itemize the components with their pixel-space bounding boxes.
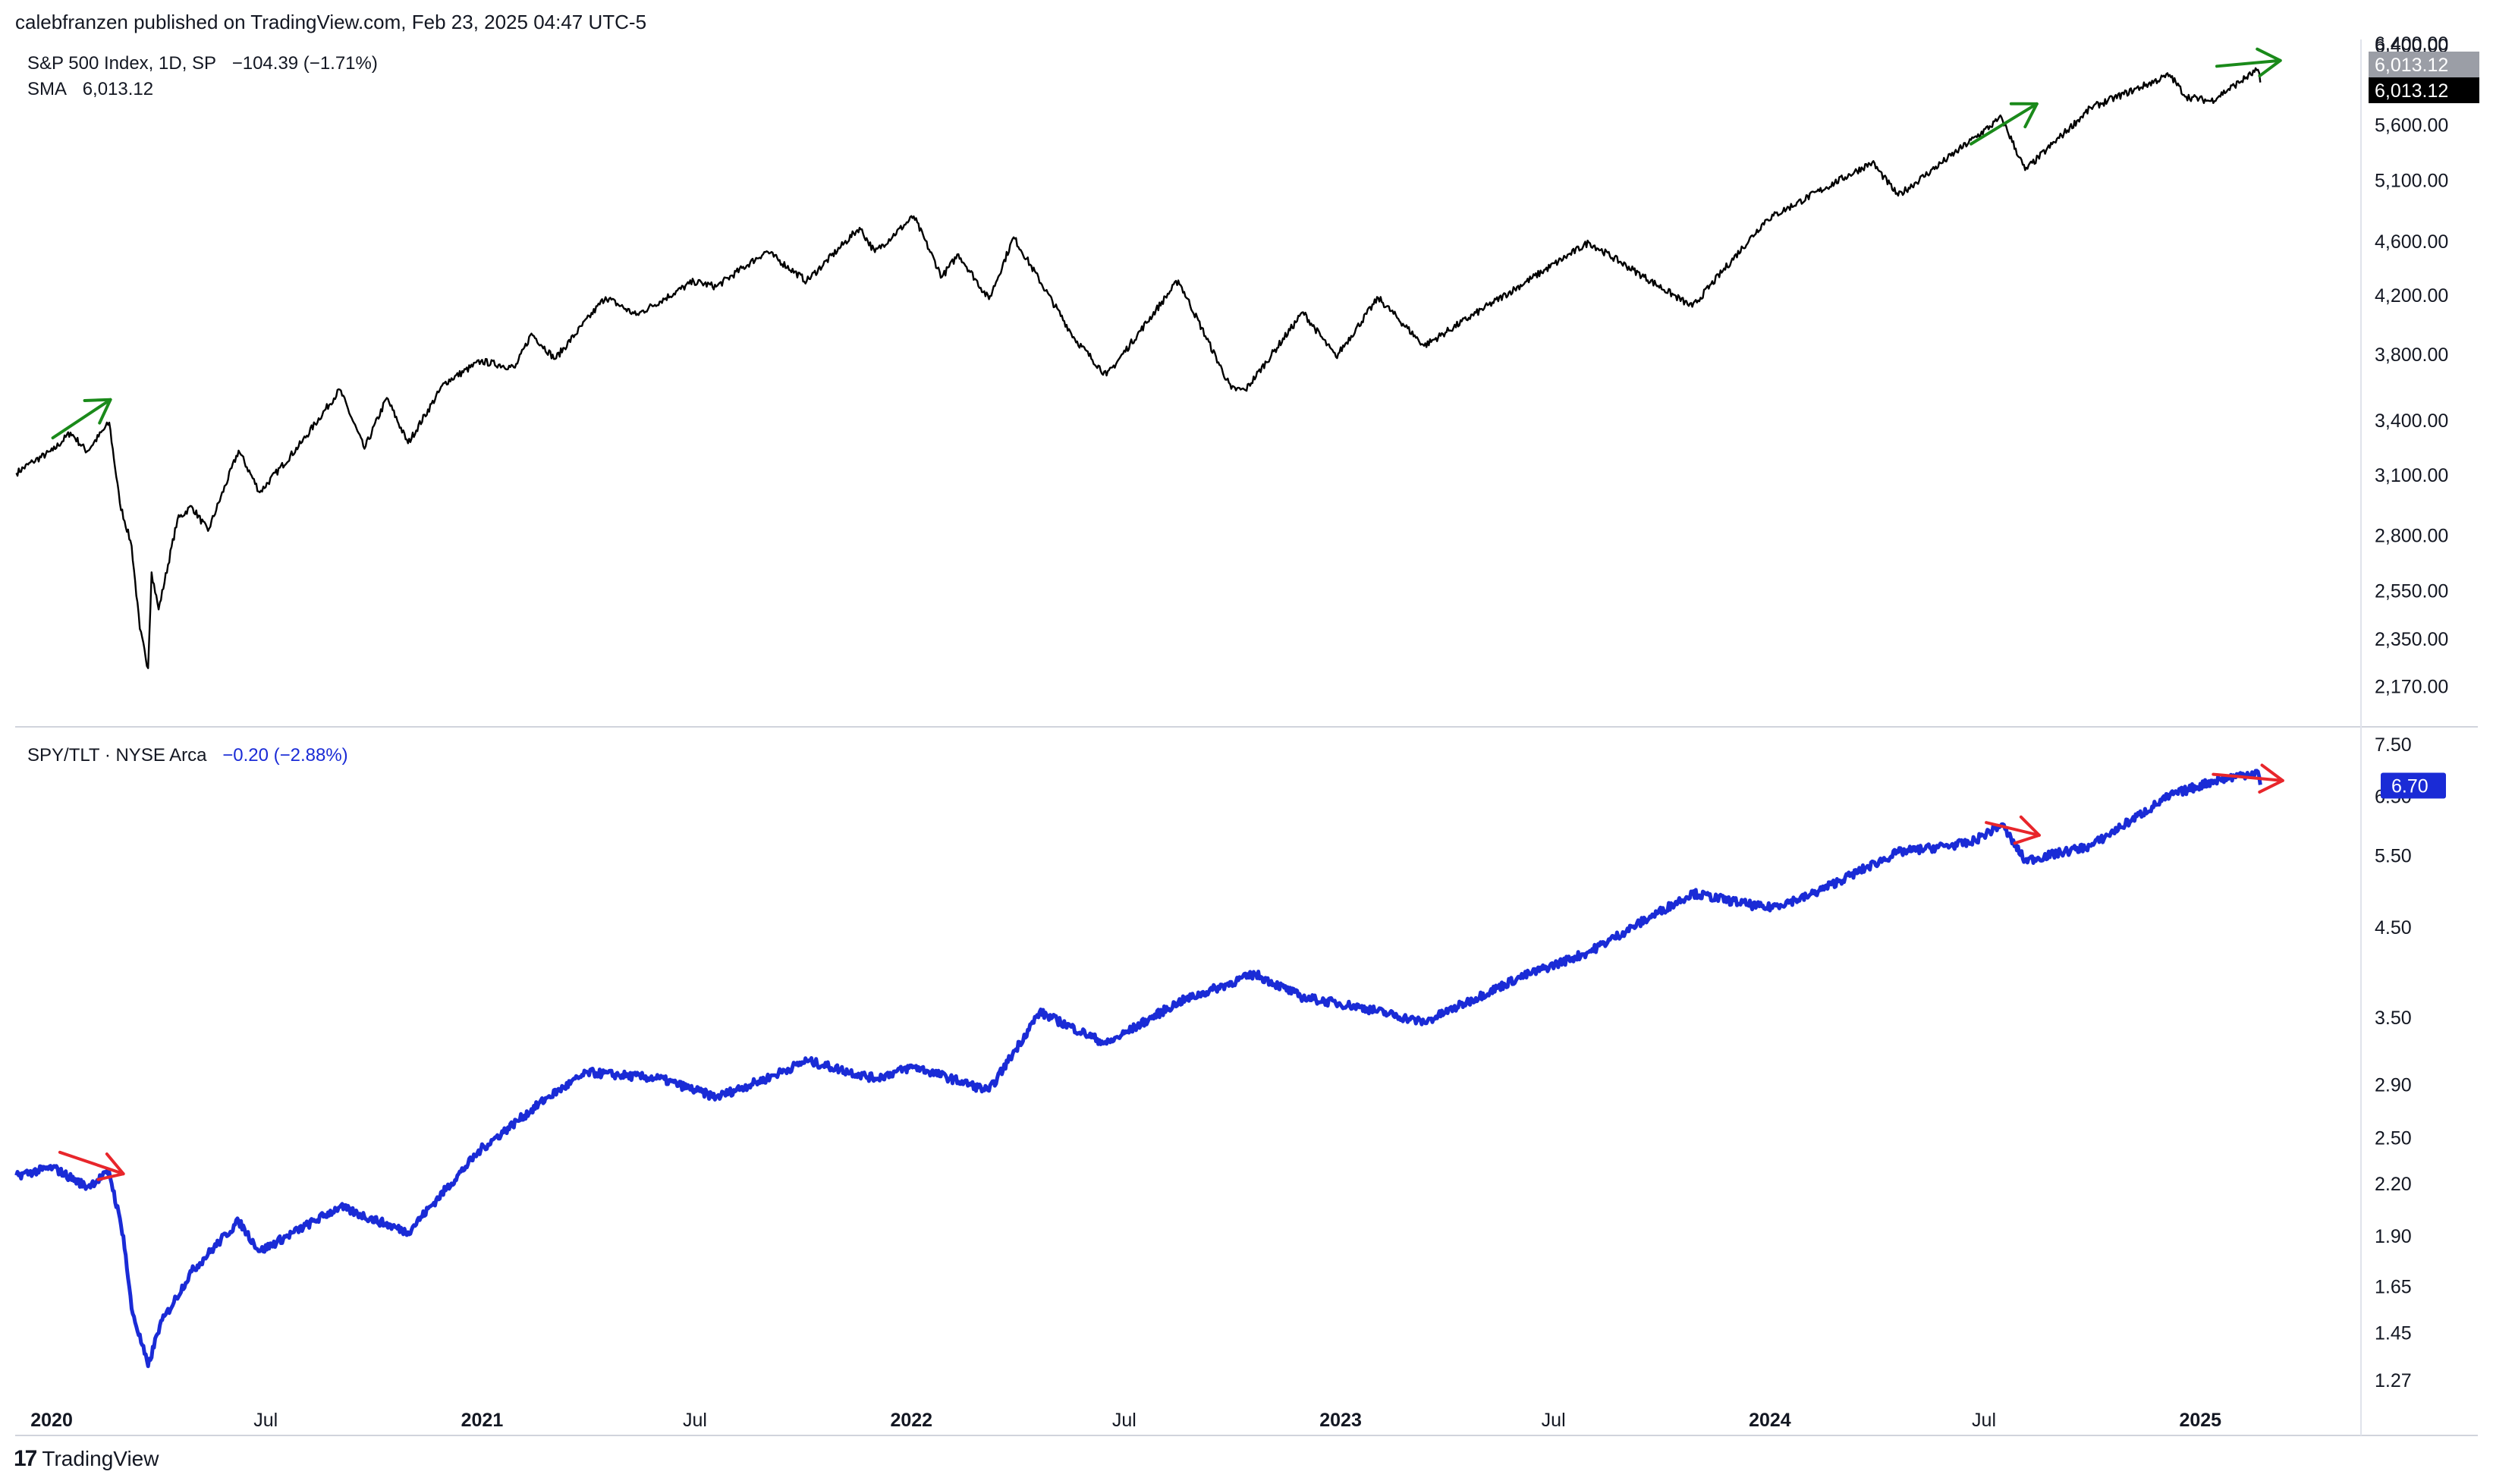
arrow-shaft [1969, 102, 2039, 146]
x-tick-label: 2024 [1749, 1410, 1791, 1431]
arrow-shaft [51, 398, 112, 440]
y-tick-label: 4,600.00 [2375, 231, 2448, 253]
y-tick-label: 4,200.00 [2375, 285, 2448, 307]
x-tick-label: Jul [683, 1410, 707, 1431]
arrow-shaft [2212, 772, 2284, 782]
y-tick-label: 4.50 [2375, 917, 2412, 939]
ratio-price-tag-text: 6.70 [2391, 775, 2429, 797]
x-tick-label: 2020 [30, 1410, 73, 1431]
y-tick-label: 2,170.00 [2375, 676, 2448, 697]
y-tick-label: 1.90 [2375, 1226, 2412, 1247]
grid-layer [15, 39, 2478, 1436]
spx-change-label: −104.39 (−1.71%) [231, 53, 378, 74]
annotation-arrows [51, 47, 2284, 1181]
sma-price-tag-text: 6,013.12 [2375, 55, 2448, 76]
tradingview-logo-icon: 17 [14, 1446, 37, 1471]
y-tick-label: 2,550.00 [2375, 580, 2448, 602]
arrow-shaft [1985, 821, 2041, 837]
x-tick-label: Jul [1972, 1410, 1996, 1431]
y-tick-label-partial: 6,400.00 [2375, 33, 2448, 55]
y-tick-label: 1.27 [2375, 1370, 2412, 1391]
x-tick-label: Jul [253, 1410, 278, 1431]
arrow-head [2258, 763, 2284, 794]
green-arrow-annotation [51, 398, 112, 440]
spx-symbol-label: S&P 500 Index, 1D, SP [27, 53, 217, 74]
last-price-tag [2369, 77, 2479, 103]
green-arrow-annotation [2215, 47, 2282, 78]
time-axis: 2020 Jul 2021 Jul 2022 Jul 2023 Jul 2024 Jul 2025 [30, 1410, 2221, 1431]
y-tick-label: 2,800.00 [2375, 525, 2448, 546]
x-tick-label: 2023 [1319, 1410, 1362, 1431]
ratio-legend-line[interactable]: SPY/TLT · NYSE Arca −0.20 (−2.88%) [27, 745, 359, 766]
sma-price-tag [2369, 52, 2479, 77]
spy-tlt-ratio-line [14, 769, 2262, 1369]
y-tick-label: 2.90 [2375, 1075, 2412, 1096]
red-arrow-annotation [1985, 815, 2041, 845]
y-tick-label: 1.65 [2375, 1277, 2412, 1298]
publish-header: calebfranzen published on TradingView.co… [15, 11, 647, 33]
y-tick-label: 7.50 [2375, 734, 2412, 756]
arrow-head [83, 398, 112, 425]
x-tick-label: Jul [1542, 1410, 1566, 1431]
arrow-head [2009, 102, 2039, 129]
x-tick-label: 2025 [2179, 1410, 2221, 1431]
sma-label: SMA [27, 79, 68, 99]
x-tick-label: 2021 [461, 1410, 504, 1431]
y-tick-label: 3,800.00 [2375, 344, 2448, 366]
y-tick-label: 3.50 [2375, 1008, 2412, 1029]
y-tick-label: 3,100.00 [2375, 465, 2448, 486]
tradingview-brand: TradingView [42, 1447, 159, 1470]
sma-value: 6,013.12 [82, 79, 154, 99]
y-tick-label: 5,100.00 [2375, 170, 2448, 191]
x-tick-label: Jul [1112, 1410, 1136, 1431]
spx-price-line [15, 67, 2262, 669]
last-price-tag-text: 6,013.12 [2375, 80, 2448, 102]
spx-legend-line1[interactable]: S&P 500 Index, 1D, SP −104.39 (−1.71%) [27, 53, 388, 74]
arrow-shaft [2215, 58, 2282, 68]
y-tick-label: 3,400.00 [2375, 410, 2448, 432]
x-tick-label: 2022 [890, 1410, 932, 1431]
green-arrow-annotation [1969, 102, 2039, 146]
ratio-change-label: −0.20 (−2.88%) [222, 745, 348, 766]
y-tick-label: 2,350.00 [2375, 629, 2448, 650]
arrow-shaft [58, 1150, 125, 1176]
y-tick-label: 2.20 [2375, 1174, 2412, 1195]
y-tick-label: 5,600.00 [2375, 115, 2448, 136]
y-tick-label: 1.45 [2375, 1323, 2412, 1344]
red-arrow-annotation [58, 1150, 125, 1181]
y-tick-label: 2.50 [2375, 1128, 2412, 1149]
y-tick-label: 5.50 [2375, 846, 2412, 867]
ratio-symbol-label: SPY/TLT · NYSE Arca [27, 745, 207, 766]
red-arrow-annotation [2212, 763, 2284, 794]
sma-legend-line[interactable]: SMA 6,013.12 [27, 79, 164, 100]
series-layer [14, 67, 2262, 1369]
arrow-head [96, 1152, 125, 1181]
arrow-head [2256, 47, 2282, 78]
tradingview-footer[interactable]: 17 TradingView [14, 1446, 159, 1472]
arrow-head [2013, 815, 2041, 845]
price-axes: 6,400.00 5,600.00 5,100.00 4,600.00 4,200.00… [2369, 33, 2479, 1391]
ratio-price-tag [2381, 772, 2446, 799]
